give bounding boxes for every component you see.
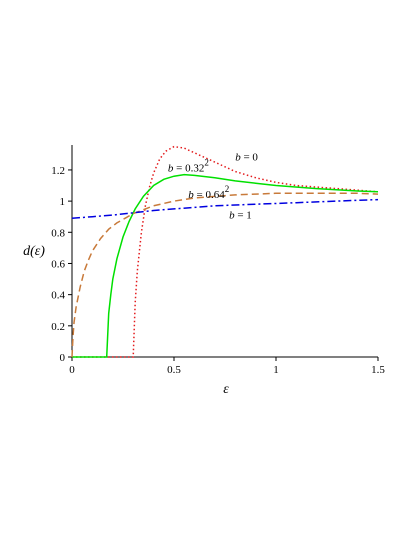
annotation-variable: b: [188, 189, 194, 201]
annotation-exponent: 2: [225, 184, 230, 194]
x-tick-label: 0: [69, 364, 75, 376]
annotation-value: = 1: [235, 209, 252, 221]
y-tick-label: 0: [60, 352, 66, 364]
series-line-1: [72, 145, 379, 358]
x-tick-label: 1.5: [371, 364, 385, 376]
series-line-4: [71, 198, 379, 220]
x-tick-label: 0.5: [167, 364, 181, 376]
series-line-2: [72, 173, 379, 358]
y-tick-label: 1.2: [51, 165, 65, 177]
x-axis-label: ε: [223, 382, 229, 397]
annotation-variable: b: [235, 152, 241, 164]
annotation-value: = 0.64: [194, 189, 225, 201]
series-annotation: b = 1: [229, 209, 252, 221]
series-lines: [71, 145, 379, 358]
y-tick-label: 0.2: [51, 321, 65, 333]
series-line-3: [71, 192, 379, 358]
y-axis-label: d(ε): [23, 244, 45, 259]
annotation-value: = 0.32: [173, 163, 204, 175]
series-annotation: b = 0.642: [188, 184, 229, 201]
series-annotation: b = 0: [235, 152, 258, 164]
annotation-exponent: 2: [204, 158, 209, 168]
x-ticks: 0 0.5 1 1.5: [69, 357, 385, 376]
annotation-variable: b: [168, 163, 174, 175]
y-tick-label: 0.8: [51, 227, 65, 239]
y-tick-label: 0.6: [51, 258, 65, 270]
y-tick-label: 1: [60, 196, 66, 208]
y-ticks: 0 0.2 0.4 0.6 0.8 1 1.2: [51, 165, 72, 364]
annotation-value: = 0: [241, 152, 259, 164]
x-tick-label: 1: [273, 364, 279, 376]
annotation-variable: b: [229, 209, 235, 221]
y-tick-label: 0.4: [51, 290, 65, 302]
series-annotation: b = 0.322: [168, 158, 209, 175]
